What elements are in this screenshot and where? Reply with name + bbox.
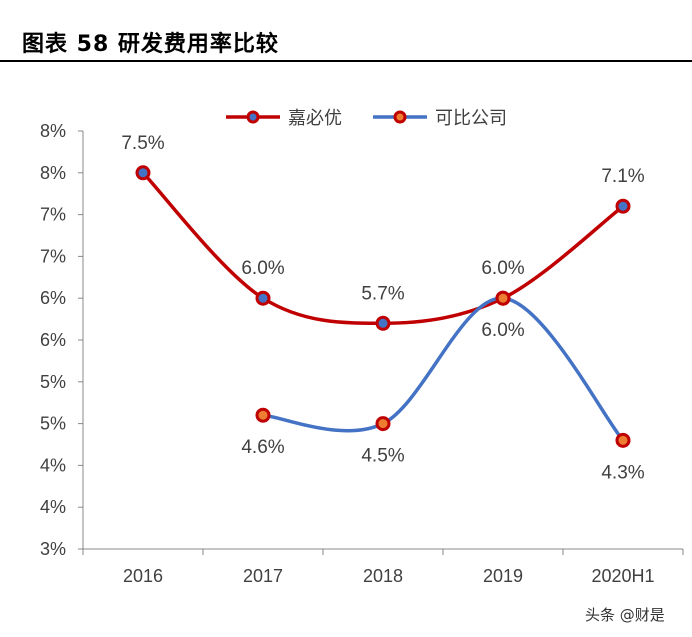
chart-title: 图表 58 研发费用率比较: [22, 32, 279, 57]
y-tick-label: 8%: [40, 163, 66, 183]
data-point-marker: [375, 315, 391, 331]
data-label: 4.5%: [361, 446, 404, 467]
data-point-marker: [375, 416, 391, 432]
data-label: 6.0%: [481, 258, 524, 279]
y-tick-label: 6%: [40, 288, 66, 308]
data-point-marker: [615, 432, 631, 448]
data-point-marker: [255, 407, 271, 423]
data-label: 5.7%: [361, 283, 404, 304]
y-tick-label: 3%: [40, 539, 66, 559]
series-line-1: [262, 296, 625, 442]
y-tick-label: 6%: [40, 330, 66, 350]
watermark: 头条 @财是: [585, 606, 665, 624]
data-label: 6.0%: [241, 258, 284, 279]
data-label: 7.1%: [601, 166, 644, 187]
legend-marker-1: [393, 110, 407, 124]
data-point-marker: [495, 290, 511, 306]
y-tick-label: 4%: [40, 455, 66, 475]
x-tick-label: 2018: [363, 566, 403, 586]
legend-marker-0: [246, 110, 260, 124]
legend-label: 可比公司: [435, 108, 507, 129]
data-label: 4.6%: [241, 437, 284, 458]
y-tick-label: 7%: [40, 205, 66, 225]
x-tick-label: 2019: [483, 566, 523, 586]
legend-label: 嘉必优: [288, 108, 342, 129]
x-tick-label: 2020H1: [591, 566, 654, 586]
data-label: 7.5%: [121, 133, 164, 154]
data-label: 6.0%: [481, 320, 524, 341]
x-tick-label: 2017: [243, 566, 283, 586]
data-label: 4.3%: [601, 462, 644, 483]
x-tick-label: 2016: [123, 566, 163, 586]
data-point-marker: [615, 198, 631, 214]
title-divider: [0, 60, 692, 62]
data-point-marker: [135, 165, 151, 181]
y-tick-label: 8%: [40, 121, 66, 141]
data-point-marker: [255, 290, 271, 306]
y-tick-label: 7%: [40, 246, 66, 266]
y-tick-label: 4%: [40, 497, 66, 517]
y-tick-label: 5%: [40, 372, 66, 392]
y-tick-label: 5%: [40, 414, 66, 434]
